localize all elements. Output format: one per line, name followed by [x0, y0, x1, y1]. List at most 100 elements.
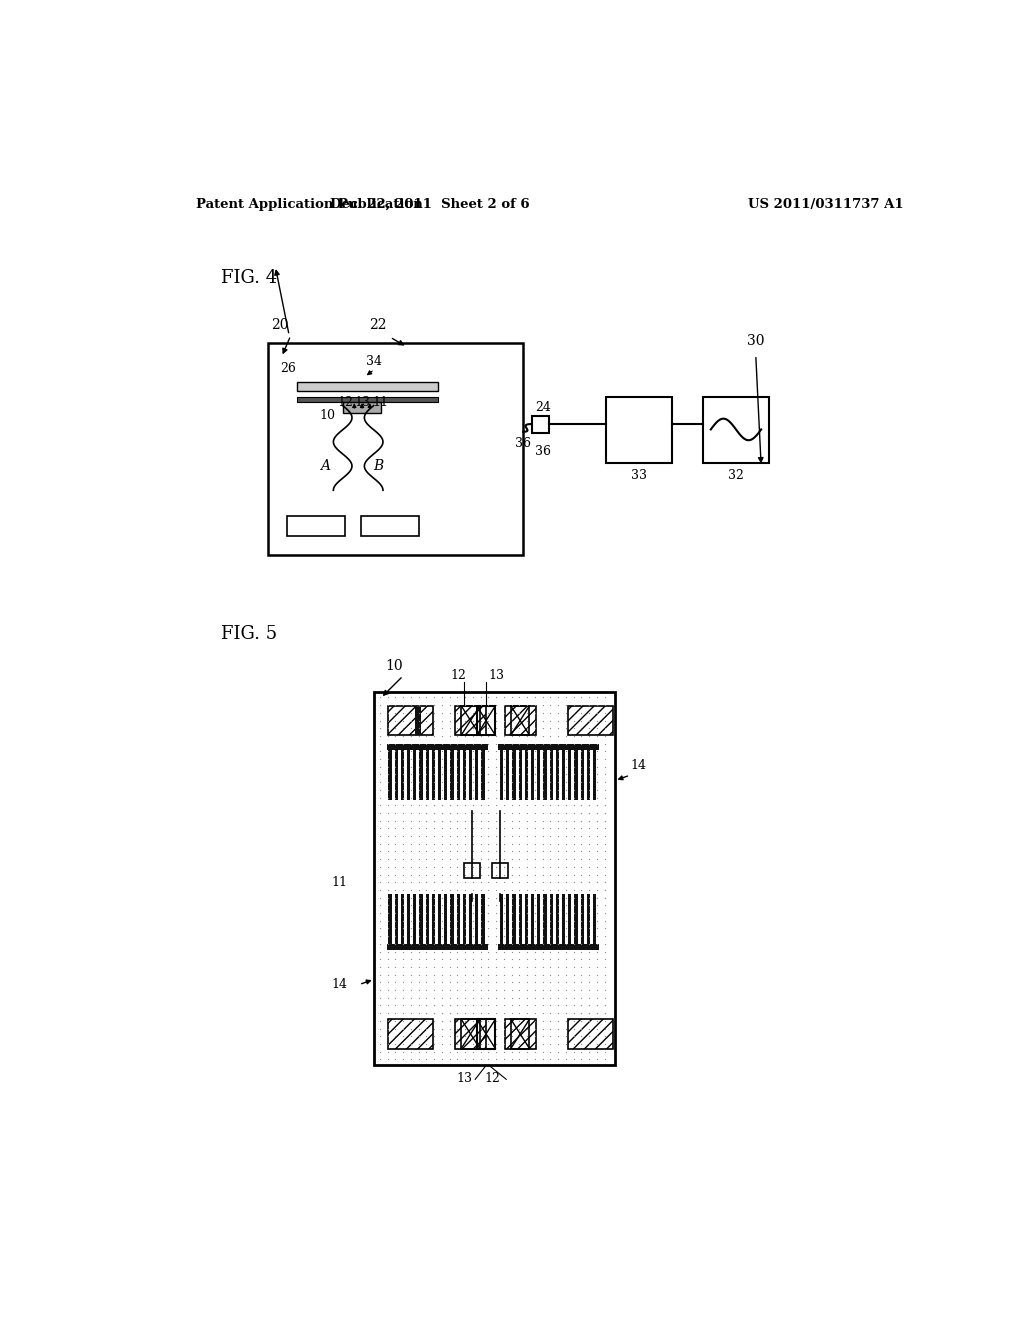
Text: 22: 22 — [369, 318, 386, 333]
Text: Patent Application Publication: Patent Application Publication — [197, 198, 423, 211]
Bar — [556, 894, 559, 944]
Text: 10: 10 — [385, 660, 402, 673]
Bar — [432, 894, 435, 944]
Bar — [506, 750, 509, 800]
Bar — [426, 750, 429, 800]
Text: 11: 11 — [373, 396, 389, 409]
Text: 13: 13 — [354, 396, 371, 409]
Bar — [506, 894, 509, 944]
Bar — [568, 706, 613, 735]
Bar — [500, 894, 503, 944]
Bar — [538, 750, 541, 800]
Bar — [297, 397, 438, 401]
Text: 26: 26 — [280, 363, 296, 375]
Bar — [531, 894, 535, 944]
Bar — [438, 750, 441, 800]
Bar — [461, 1019, 480, 1048]
Text: FIG. 5: FIG. 5 — [221, 626, 278, 643]
Bar — [414, 894, 417, 944]
Text: 12: 12 — [451, 669, 466, 682]
Bar — [606, 397, 672, 462]
Text: 33: 33 — [631, 470, 647, 483]
Bar — [420, 750, 423, 800]
Bar — [360, 516, 419, 536]
Bar — [518, 894, 521, 944]
Text: 11: 11 — [332, 876, 348, 890]
Bar — [512, 894, 515, 944]
Bar — [500, 750, 503, 800]
Bar — [343, 401, 381, 412]
Bar — [464, 863, 480, 878]
Bar — [451, 894, 454, 944]
Bar — [587, 750, 590, 800]
Bar — [550, 750, 553, 800]
Bar — [518, 750, 521, 800]
Bar — [400, 894, 403, 944]
Bar — [556, 750, 559, 800]
Bar — [267, 343, 523, 554]
Bar — [461, 706, 480, 735]
Text: B: B — [373, 459, 383, 474]
Text: 20: 20 — [271, 318, 289, 333]
Bar — [593, 750, 596, 800]
Bar — [544, 894, 547, 944]
Bar — [457, 750, 460, 800]
Text: 12: 12 — [337, 396, 353, 409]
Bar — [475, 894, 478, 944]
Bar — [451, 750, 454, 800]
Bar — [444, 894, 447, 944]
Text: 13: 13 — [488, 669, 505, 682]
Bar — [407, 750, 410, 800]
Bar — [475, 750, 478, 800]
Bar — [415, 708, 421, 735]
Bar — [469, 894, 472, 944]
Bar — [426, 894, 429, 944]
Bar — [469, 750, 472, 800]
Bar — [444, 750, 447, 800]
Bar — [511, 706, 529, 735]
Bar — [457, 894, 460, 944]
Bar — [414, 750, 417, 800]
Bar — [568, 1019, 613, 1048]
Text: 34: 34 — [367, 355, 382, 368]
Bar — [524, 750, 528, 800]
Text: 14: 14 — [332, 978, 348, 991]
Bar — [394, 750, 397, 800]
Bar — [538, 894, 541, 944]
Bar — [568, 750, 571, 800]
Bar — [499, 944, 599, 950]
Bar — [531, 416, 549, 433]
Bar — [703, 397, 769, 462]
Text: 30: 30 — [746, 334, 765, 347]
Bar — [477, 1019, 496, 1048]
Bar — [493, 863, 508, 878]
Text: FIG. 4: FIG. 4 — [221, 269, 278, 286]
Bar — [287, 516, 345, 536]
Bar — [512, 750, 515, 800]
Text: 10: 10 — [319, 409, 336, 421]
Bar — [581, 750, 584, 800]
Bar — [432, 750, 435, 800]
Text: 13: 13 — [457, 1072, 472, 1085]
Bar — [544, 750, 547, 800]
Text: A: A — [321, 459, 330, 474]
Bar — [388, 1019, 433, 1048]
Bar — [511, 1019, 529, 1048]
Bar — [438, 894, 441, 944]
Bar — [593, 894, 596, 944]
Bar — [505, 1019, 536, 1048]
Bar — [375, 692, 614, 1065]
Text: Dec. 22, 2011  Sheet 2 of 6: Dec. 22, 2011 Sheet 2 of 6 — [331, 198, 530, 211]
Bar — [568, 894, 571, 944]
Bar — [587, 894, 590, 944]
Bar — [400, 750, 403, 800]
Bar — [455, 706, 486, 735]
Bar — [562, 894, 565, 944]
Bar — [420, 894, 423, 944]
Text: 36: 36 — [536, 445, 551, 458]
Bar — [531, 750, 535, 800]
Text: 24: 24 — [535, 401, 551, 414]
Bar — [581, 894, 584, 944]
Text: 14: 14 — [630, 759, 646, 772]
Bar — [387, 743, 487, 750]
